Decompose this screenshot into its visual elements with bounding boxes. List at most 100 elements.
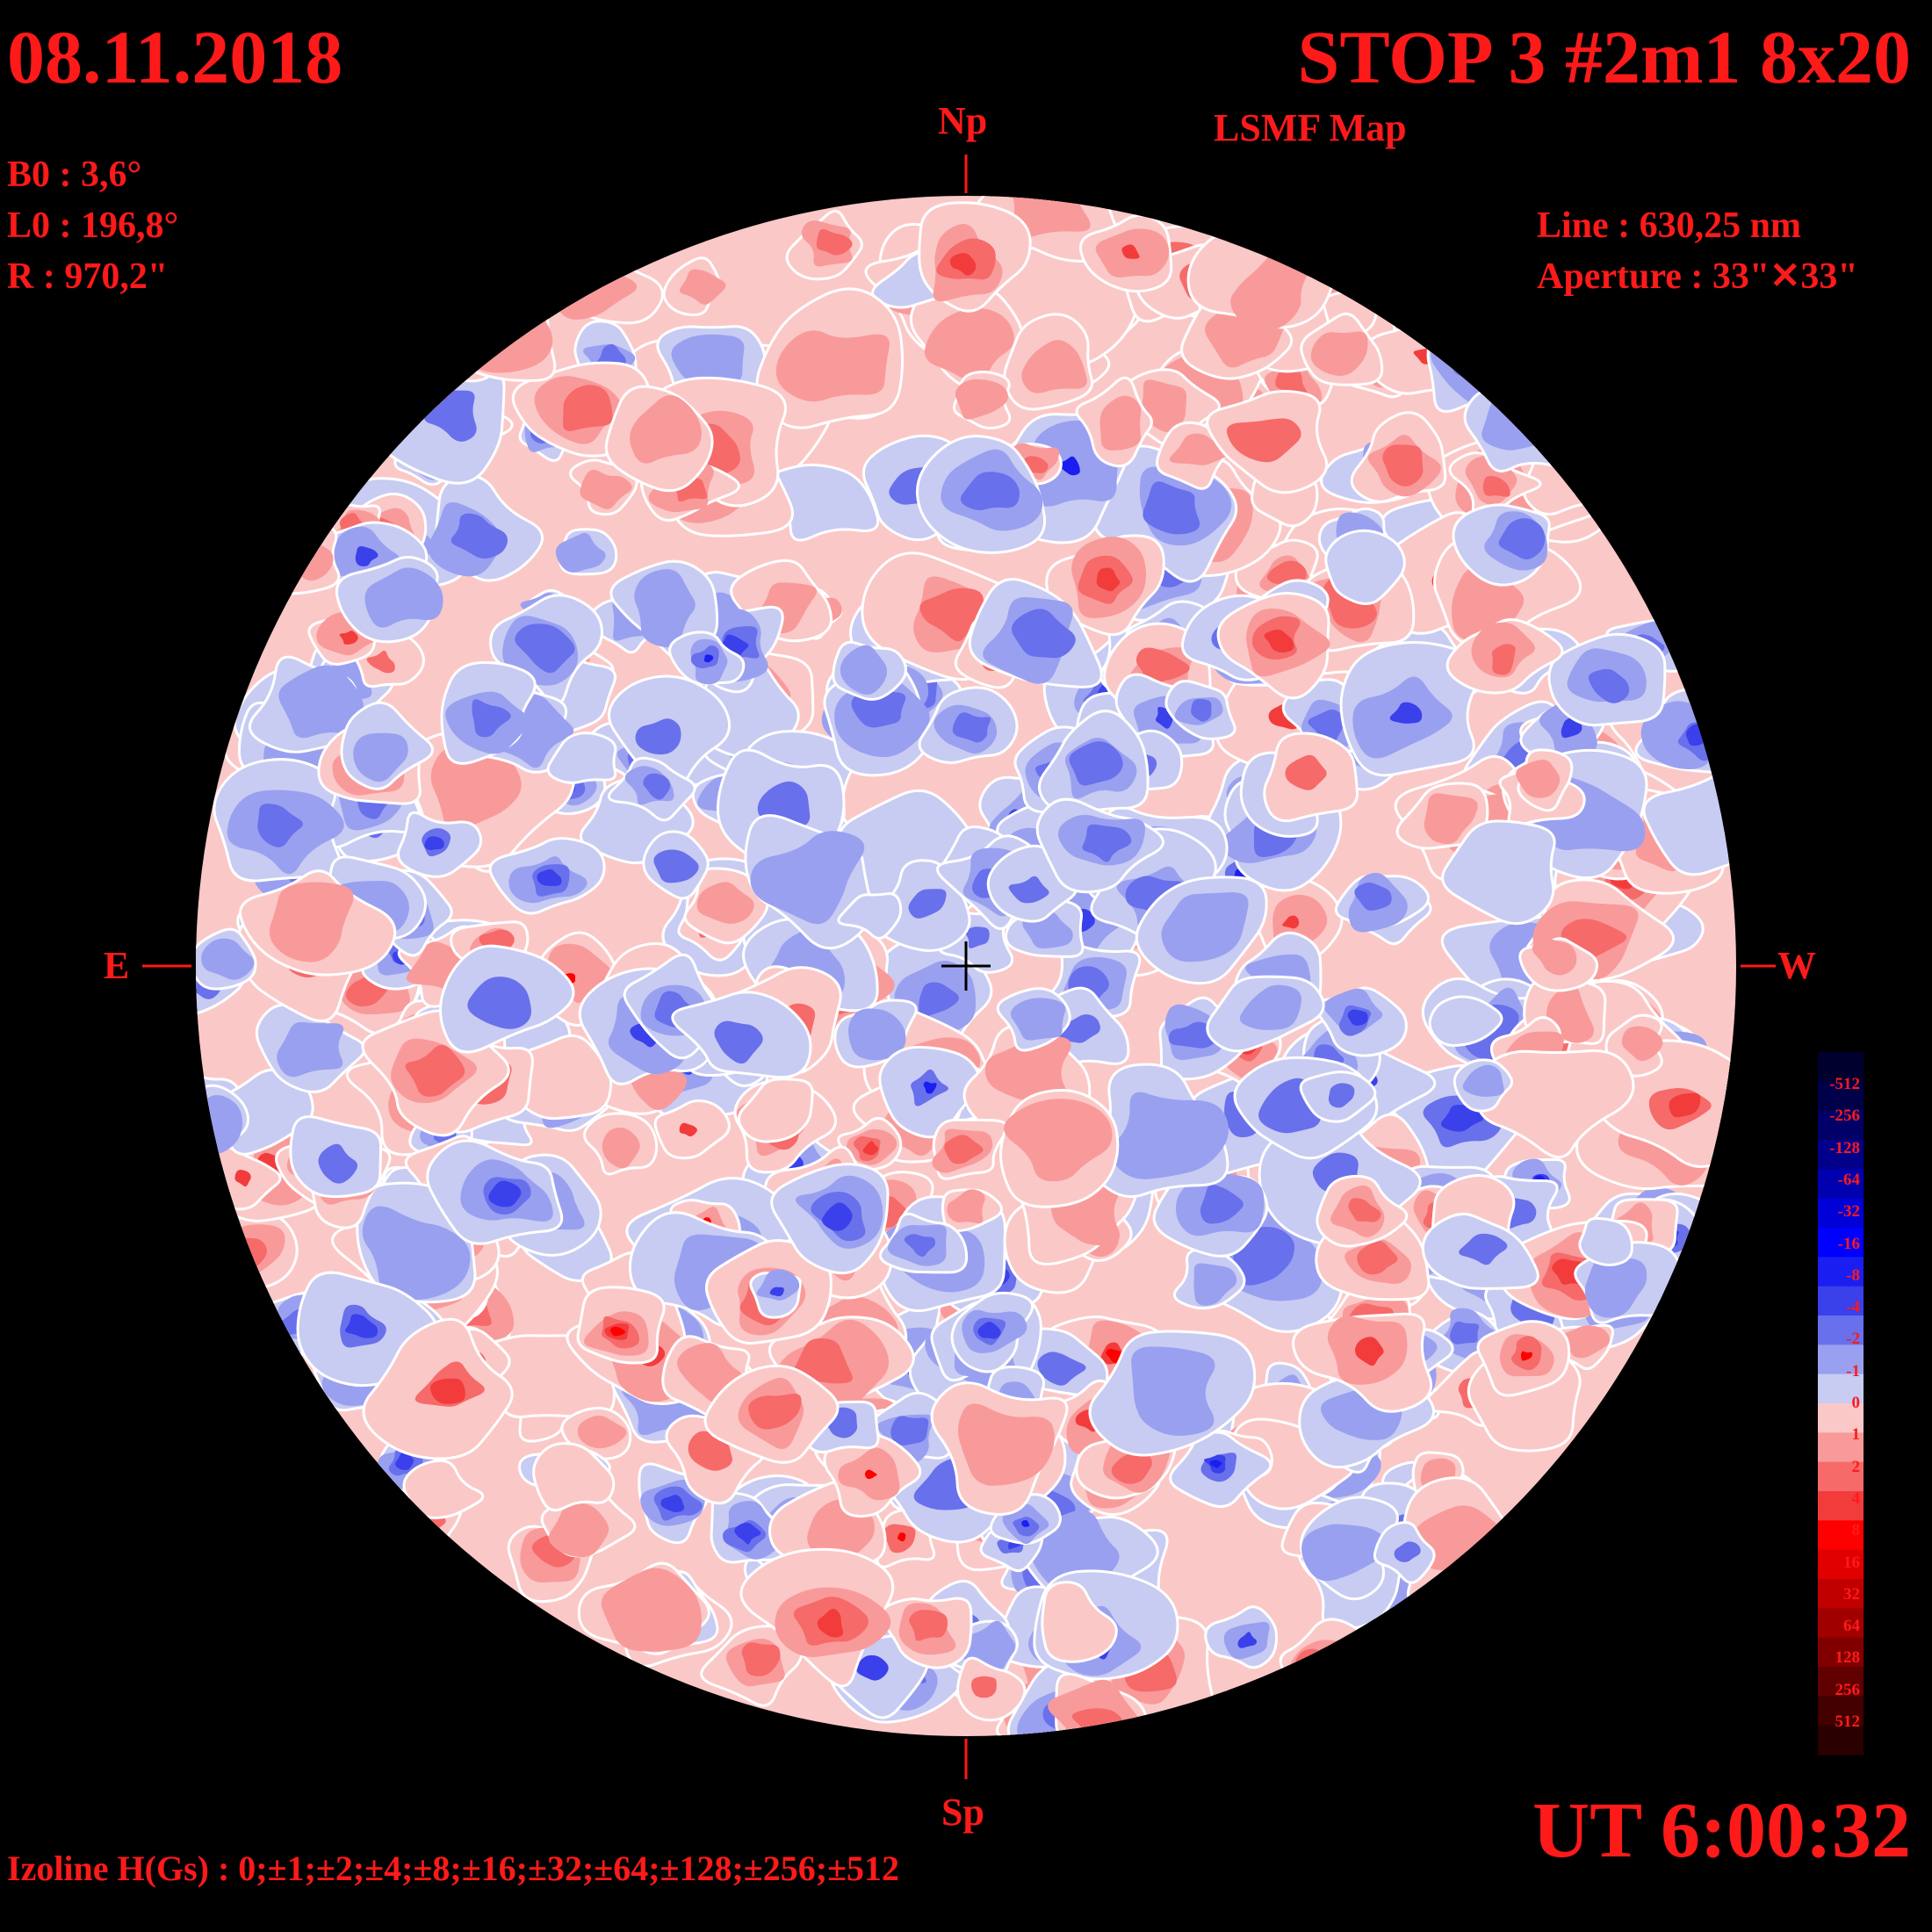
colorbar-label: 32: [1843, 1584, 1860, 1604]
field-region: [1440, 1104, 1484, 1132]
colorbar-label: -1: [1846, 1361, 1860, 1381]
field-region: [1008, 876, 1049, 904]
colorbar-label: -128: [1829, 1138, 1860, 1157]
colorbar-label: 2: [1851, 1457, 1861, 1476]
field-region: [1441, 819, 1556, 926]
field-region: [919, 588, 984, 642]
field-region: [769, 1287, 784, 1297]
field-region: [984, 1036, 1071, 1105]
field-region: [775, 330, 890, 402]
field-region: [580, 469, 632, 509]
colorbar-label: -2: [1846, 1330, 1860, 1349]
field-region: [960, 472, 1020, 510]
map-title: STOP 3 #2m1 8x20: [1297, 15, 1911, 99]
direction-ticks: [142, 155, 1776, 1779]
colorbar-swatch: [1818, 1520, 1864, 1551]
colorbar-swatch: [1818, 1081, 1864, 1112]
colorbar-label: 16: [1843, 1553, 1860, 1572]
field-region: [864, 1469, 877, 1480]
field-region: [1453, 339, 1503, 381]
field-region: [278, 665, 364, 739]
south-pole-label: Sp: [941, 1791, 984, 1834]
field-region: [817, 1608, 844, 1638]
field-region: [1310, 331, 1368, 376]
field-region: [455, 299, 553, 373]
field-region: [601, 1568, 702, 1652]
colorbar-swatch: [1818, 1140, 1864, 1170]
field-region: [609, 1326, 626, 1337]
field-region: [1462, 1064, 1504, 1097]
field-region: [1522, 429, 1635, 516]
field-region: [270, 529, 334, 581]
field-region: [630, 395, 702, 464]
field-region: [430, 1378, 465, 1404]
field-region: [653, 849, 699, 883]
west-label: W: [1777, 944, 1816, 987]
field-region: [890, 1416, 929, 1445]
field-region: [1449, 1321, 1480, 1344]
field-region: [1347, 1009, 1368, 1026]
colorbar-label: -16: [1837, 1234, 1860, 1253]
field-region: [353, 732, 408, 782]
field-region: [257, 804, 304, 847]
field-region: [949, 253, 977, 276]
colorbar-swatch: [1818, 1403, 1864, 1433]
colorbar-label: -8: [1846, 1265, 1860, 1285]
field-region: [924, 307, 1014, 386]
field-region: [741, 1642, 781, 1676]
field-region: [634, 569, 696, 648]
field-region: [1561, 717, 1582, 739]
field-region: [965, 926, 990, 948]
field-region: [234, 1170, 251, 1187]
field-region: [1520, 1351, 1532, 1361]
field-region: [269, 882, 354, 962]
field-region: [1099, 395, 1142, 451]
colorbar-swatch: [1818, 1052, 1864, 1082]
field-region: [1209, 1460, 1222, 1468]
field-region: [840, 645, 888, 695]
field-region: [971, 1676, 997, 1698]
field-region: [904, 1234, 936, 1258]
field-region: [1459, 1233, 1508, 1265]
field-region: [1200, 1185, 1244, 1224]
colorbar-label: 128: [1835, 1648, 1861, 1668]
colorbar-label: 256: [1835, 1680, 1861, 1699]
field-region: [430, 740, 522, 831]
colorbar-label: 64: [1843, 1617, 1860, 1636]
colorbar-label: 4: [1851, 1489, 1861, 1508]
field-region: [1301, 1524, 1391, 1582]
field-region: [1357, 1241, 1398, 1275]
field-region: [405, 1044, 465, 1097]
field-region: [1474, 1049, 1635, 1159]
field-region: [955, 378, 1008, 420]
field-region: [793, 1337, 853, 1384]
observation-date: 08.11.2018: [7, 15, 343, 99]
field-region: [737, 1078, 814, 1143]
field-region: [548, 1502, 609, 1558]
colorbar-swatch: [1818, 1491, 1864, 1521]
field-region: [1561, 1325, 1610, 1359]
field-region: [1382, 444, 1424, 487]
field-region: [1282, 915, 1300, 929]
field-region: [1237, 1632, 1258, 1648]
colorbar-swatch: [1818, 1110, 1864, 1141]
field-region: [679, 1122, 697, 1137]
field-region: [756, 1269, 800, 1301]
field-region: [318, 1143, 358, 1184]
field-region: [1424, 793, 1478, 845]
field-region: [1121, 244, 1140, 259]
field-region: [1010, 998, 1066, 1041]
colorbar-swatch: [1818, 1725, 1864, 1755]
colorbar-swatch: [1818, 1608, 1864, 1639]
colorbar-swatch: [1818, 1549, 1864, 1580]
field-region: [923, 1081, 937, 1094]
l0-value: L0 : 196,8°: [7, 205, 179, 246]
field-region: [1491, 644, 1516, 675]
colorbar-swatch: [1818, 1316, 1864, 1345]
colorbar-swatch: [1818, 1257, 1864, 1287]
field-region: [1071, 1708, 1125, 1736]
field-region: [696, 882, 754, 924]
field-region: [532, 1442, 616, 1512]
field-region: [1191, 698, 1212, 722]
east-label: E: [104, 944, 130, 987]
